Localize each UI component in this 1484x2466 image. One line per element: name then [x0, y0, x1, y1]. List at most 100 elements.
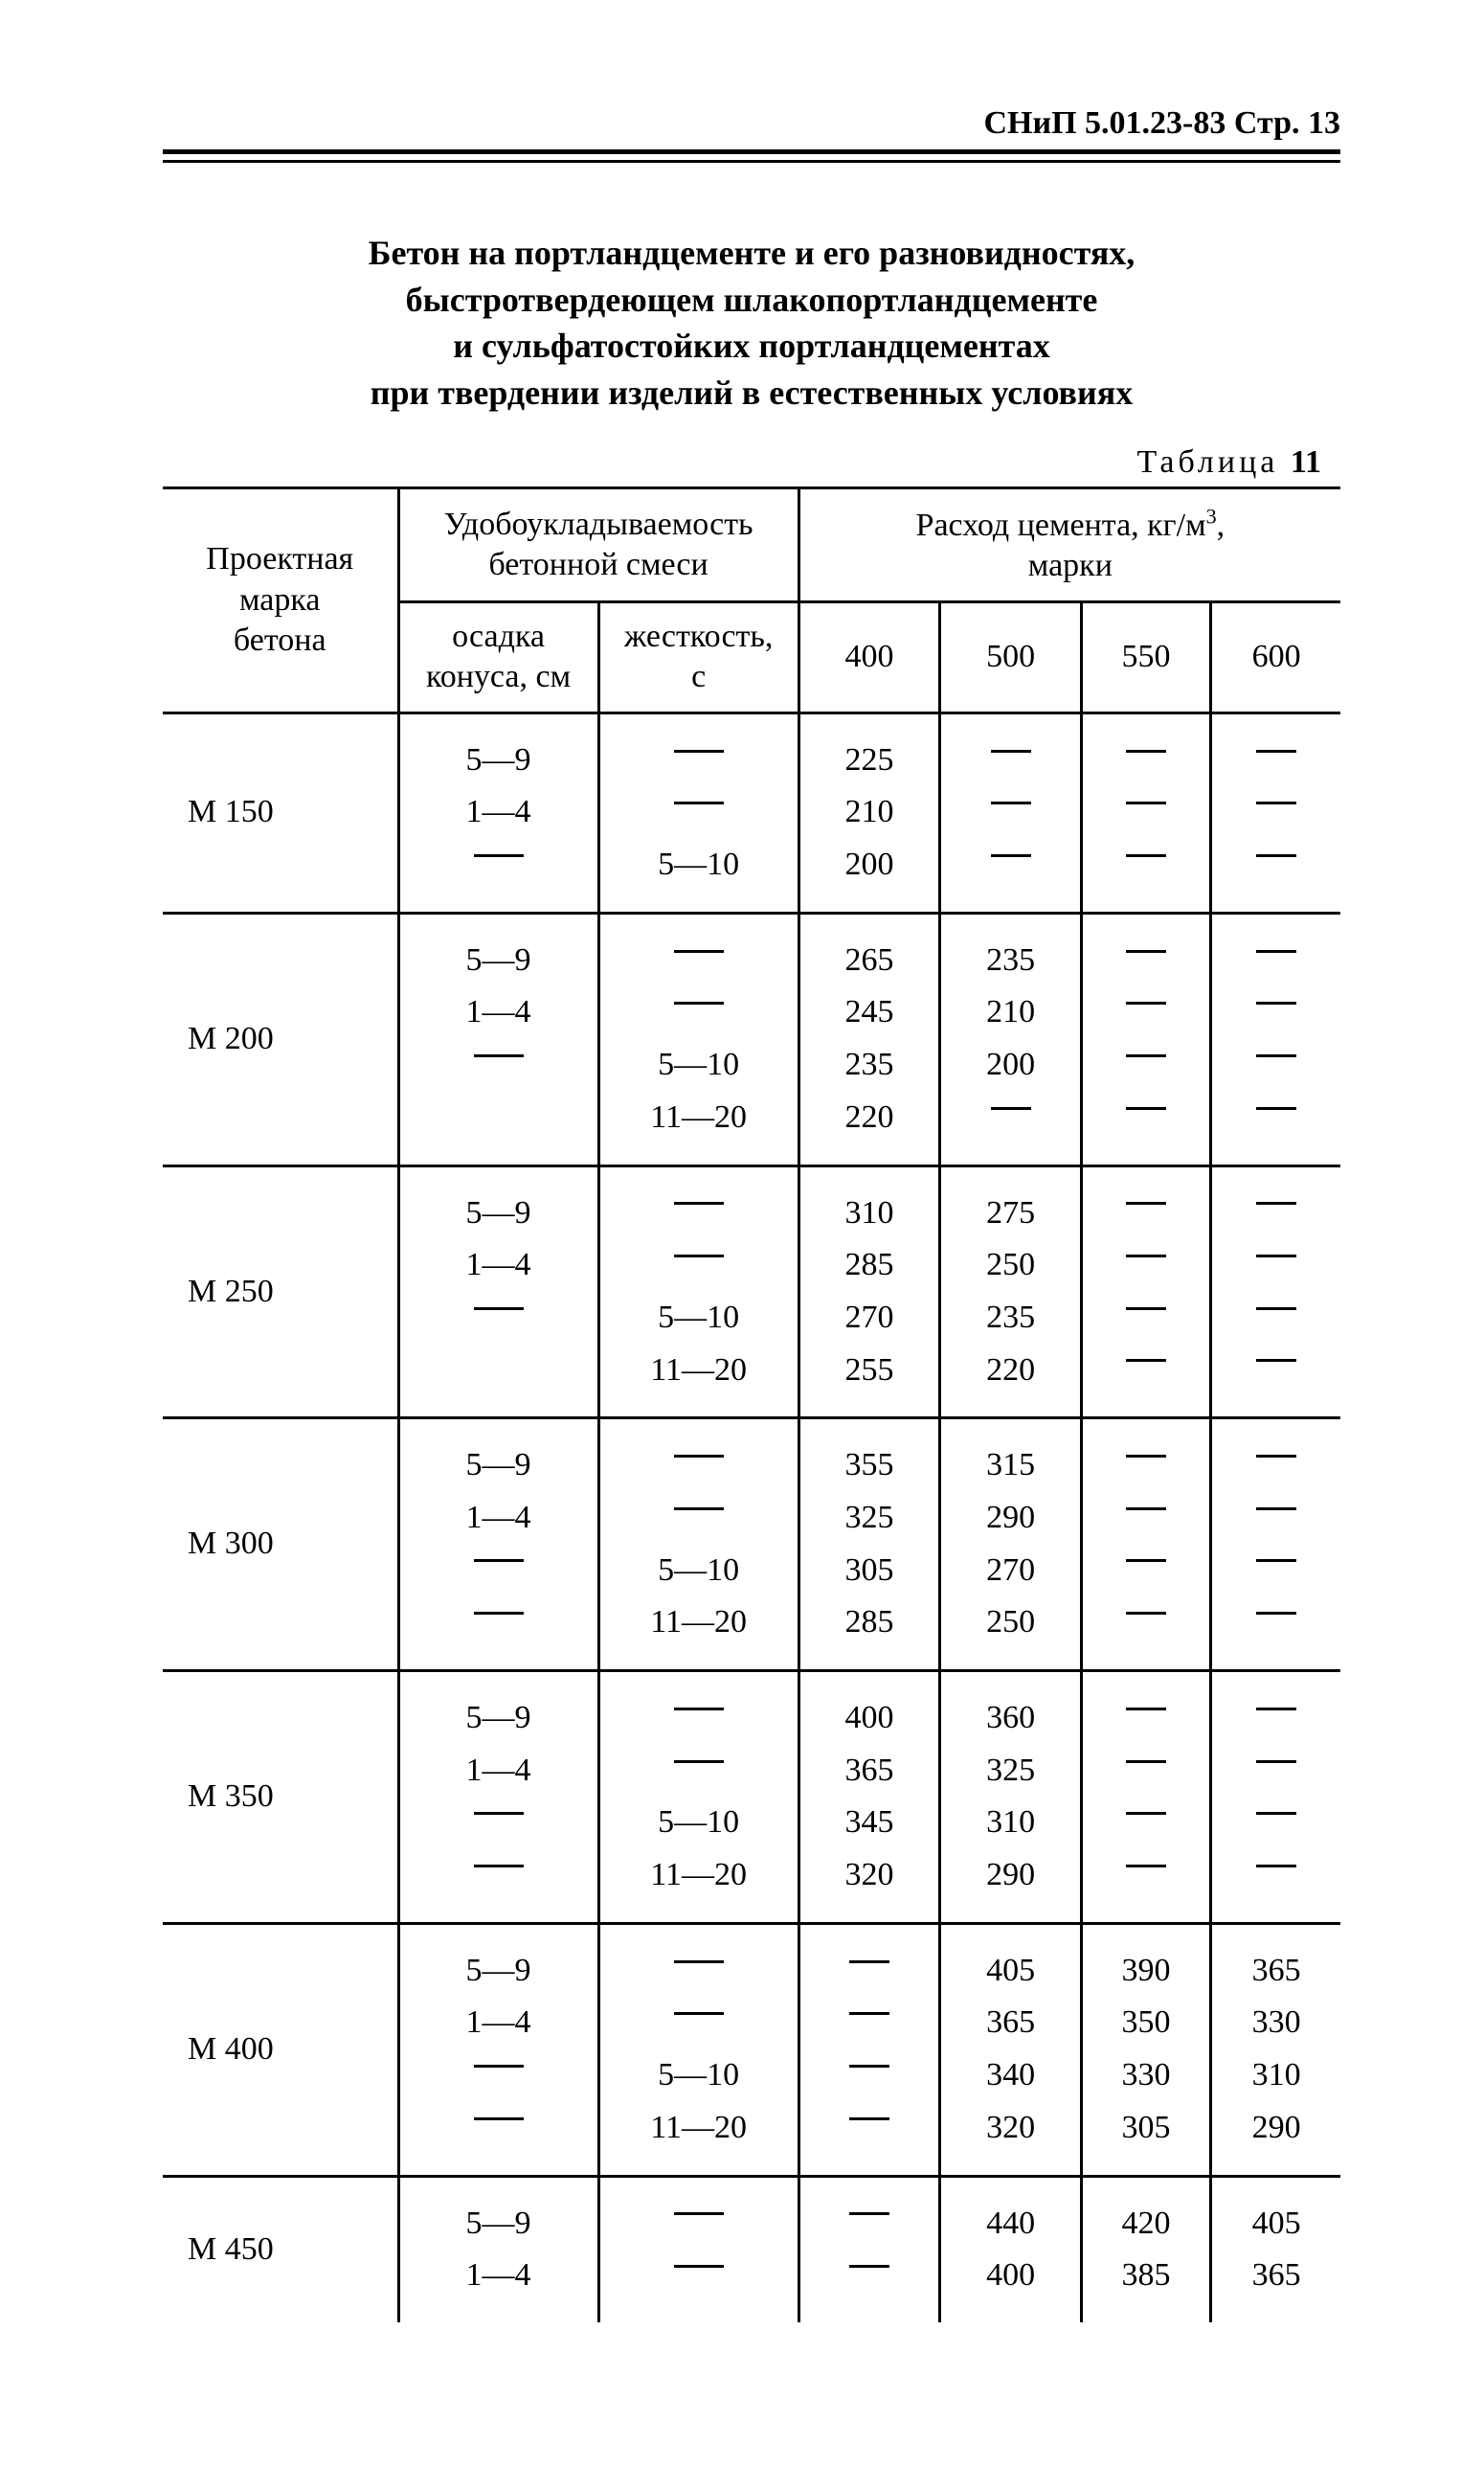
cell-c550	[1081, 713, 1210, 913]
cell-value	[1256, 1597, 1296, 1648]
cell-value: 1—4	[466, 2251, 531, 2301]
table-row: М 3505—91—45—1011—2040036534532036032531…	[163, 1671, 1340, 1924]
dash-icon	[474, 2117, 524, 2120]
cell-c600	[1211, 913, 1340, 1165]
cell-value: 5—9	[466, 2199, 531, 2250]
cell-c400: 225210200	[798, 713, 940, 913]
cell-value	[674, 1188, 724, 1239]
cell-mark: М 400	[163, 1923, 398, 2176]
cell-value: 5—10	[658, 1293, 739, 1344]
dash-icon	[991, 802, 1031, 804]
cell-value	[849, 2199, 889, 2250]
dash-icon	[1256, 1455, 1296, 1458]
cell-c400: 400365345320	[798, 1671, 940, 1924]
cell-value: 11—20	[650, 1597, 747, 1648]
cell-value: 200	[844, 840, 893, 891]
cell-value: 290	[986, 1493, 1035, 1544]
cell-value	[1126, 1693, 1166, 1744]
col-group-workability: Удобоукладываемость бетонной смеси	[398, 488, 798, 601]
dash-icon	[991, 1107, 1031, 1110]
dash-icon	[991, 750, 1031, 753]
cell-c550	[1081, 1418, 1210, 1671]
dash-icon	[1256, 1708, 1296, 1710]
cell-value	[474, 1597, 524, 1648]
cell-stiff: 5—1011—20	[598, 913, 798, 1165]
cell-value: 265	[844, 936, 893, 986]
cell-value	[674, 936, 724, 986]
cell-value: 5—10	[658, 840, 739, 891]
cell-mark: М 200	[163, 913, 398, 1165]
dash-icon	[1126, 1359, 1166, 1362]
cell-mark: М 150	[163, 713, 398, 913]
cell-value	[1256, 1188, 1296, 1239]
cell-c500: 315290270250	[940, 1418, 1082, 1671]
cell-slump: 5—91—4	[398, 713, 598, 913]
cell-stiff: 5—10	[598, 713, 798, 913]
table-row: М 2005—91—45—1011—2026524523522023521020…	[163, 913, 1340, 1165]
cell-value	[1256, 1798, 1296, 1848]
table-row: М 3005—91—45—1011—2035532530528531529027…	[163, 1418, 1340, 1671]
cell-value	[1256, 1293, 1296, 1344]
section-title-line: быстротвердеющем шлакопортландцементе	[406, 281, 1098, 319]
dash-icon	[1256, 1507, 1296, 1510]
dash-icon	[674, 1255, 724, 1257]
cell-c500: 405365340320	[940, 1923, 1082, 2176]
section-title-line: Бетон на портландцементе и его разновидн…	[369, 234, 1135, 272]
cell-value	[674, 1693, 724, 1744]
cell-value: 1—4	[466, 1746, 531, 1797]
dash-icon	[1126, 1307, 1166, 1310]
dash-icon	[1256, 1255, 1296, 1257]
col-header-cem500: 500	[940, 601, 1082, 713]
table-label: Таблица 11	[163, 444, 1321, 481]
cell-value	[849, 2050, 889, 2101]
dash-icon	[1256, 1359, 1296, 1362]
col-header-text: бетонной смеси	[488, 547, 708, 582]
cell-value	[1256, 735, 1296, 786]
dash-icon	[849, 2012, 889, 2015]
dash-icon	[474, 854, 524, 857]
cell-mark: М 300	[163, 1418, 398, 1671]
col-header-text: конуса, см	[426, 659, 571, 694]
cell-c500: 360325310290	[940, 1671, 1082, 1924]
cell-value	[1256, 1440, 1296, 1491]
cell-value	[474, 840, 524, 891]
cell-value	[474, 1850, 524, 1901]
cell-c600	[1211, 1165, 1340, 1418]
cell-value	[1256, 1493, 1296, 1544]
cell-value: 285	[844, 1597, 893, 1648]
cell-value: 365	[844, 1746, 893, 1797]
cell-slump: 5—91—4	[398, 1923, 598, 2176]
table-row: М 4505—91—4440400420385405365	[163, 2176, 1340, 2322]
cell-value	[1126, 1546, 1166, 1596]
table-row: М 2505—91—45—1011—2031028527025527525023…	[163, 1165, 1340, 1418]
cell-value: 1—4	[466, 1998, 531, 2048]
col-header-slump: осадка конуса, см	[398, 601, 598, 713]
dash-icon	[674, 750, 724, 753]
cell-value	[849, 2251, 889, 2301]
dash-icon	[849, 2065, 889, 2068]
dash-icon	[674, 2212, 724, 2215]
cell-value	[1126, 1746, 1166, 1797]
col-header-mark: Проектная марка бетона	[163, 488, 398, 713]
dash-icon	[1256, 950, 1296, 953]
cell-value: 235	[986, 1293, 1035, 1344]
cell-value	[1256, 936, 1296, 986]
cell-value: 305	[844, 1546, 893, 1596]
cell-value: 405	[1252, 2199, 1301, 2250]
col-header-stiffness: жесткость, с	[598, 601, 798, 713]
dash-icon	[1126, 750, 1166, 753]
cell-value: 360	[986, 1693, 1035, 1744]
cell-value	[474, 1293, 524, 1344]
cell-value	[1256, 1546, 1296, 1596]
dash-icon	[474, 1307, 524, 1310]
cell-value	[1126, 1850, 1166, 1901]
cell-value: 350	[1122, 1998, 1171, 2048]
cell-c400	[798, 1923, 940, 2176]
running-head: СНиП 5.01.23-83 Стр. 13	[163, 105, 1340, 149]
table-row: М 1505—91—4 5—10 225210200	[163, 713, 1340, 913]
cell-value	[674, 1746, 724, 1797]
dash-icon	[474, 1612, 524, 1615]
cell-value	[1126, 987, 1166, 1038]
cell-c550	[1081, 1671, 1210, 1924]
cell-value: М 400	[188, 2025, 274, 2075]
